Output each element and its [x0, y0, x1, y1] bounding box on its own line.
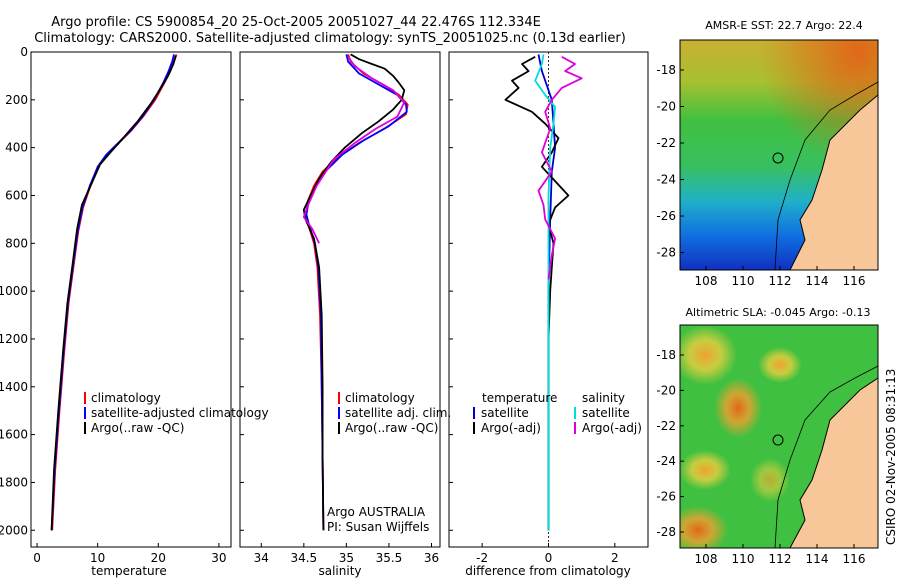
sla-map-xtick-label: 110: [732, 552, 755, 566]
sla-map-ytick-label: -28: [656, 525, 676, 539]
temperature-ytick-label: 1200: [0, 332, 28, 346]
temperature-xlabel: temperature: [91, 564, 166, 578]
sst-map-xtick-label: 110: [732, 274, 755, 288]
difference-legend-temp-argo: Argo(-adj): [481, 421, 541, 435]
temperature-plot: 0 10 20 30 0 200 400 600 800 1000 1200 1400 1600 1800…: [0, 45, 227, 565]
sst-map-axes: 108 110 112 114 116 -18 -20 -22 -24 -26 -28: [656, 63, 865, 288]
salinity-xtick-label: 36: [424, 551, 439, 565]
difference-legend-temp-satellite: satellite: [481, 406, 529, 420]
salinity-plot: 34 34.5 35 35.5 36: [240, 51, 439, 565]
sla-map-xtick-label: 108: [695, 552, 718, 566]
temperature-xtick-label: 20: [151, 551, 166, 565]
temperature-xtick-label: 10: [90, 551, 105, 565]
sst-map-profile-marker: [772, 152, 784, 164]
sst-map-xtick-label: 114: [806, 274, 829, 288]
sst-map-ytick-label: -18: [656, 63, 676, 77]
difference-xtick-label: -2: [476, 551, 488, 565]
difference-plot: -2 0 2: [449, 51, 619, 565]
difference-legend-sal-argo: Argo(-adj): [582, 421, 642, 435]
annotation-pi-name: PI: Susan Wijffels: [327, 520, 429, 534]
temperature-panel-frame: [30, 51, 232, 548]
difference-legend-temperature-header: temperature: [482, 391, 557, 405]
difference-xtick-label: 2: [611, 551, 619, 565]
difference-xlabel: difference from climatology: [465, 564, 631, 578]
sla-map: [680, 325, 878, 548]
sst-map-ytick-label: -26: [656, 209, 676, 223]
temperature-ytick-label: 400: [5, 141, 28, 155]
title-line-2: Climatology: CARS2000. Satellite-adjuste…: [34, 31, 626, 46]
salinity-series-argo-salinity-magenta-trace: [302, 56, 406, 244]
salinity-xtick-label: 34: [254, 551, 269, 565]
temperature-series-argo-raw-qc: [50, 55, 177, 531]
sst-map-xtick-label: 116: [843, 274, 866, 288]
temperature-ytick-label: 0: [20, 45, 28, 59]
sst-map-ytick-label: -28: [656, 246, 676, 260]
sla-map-xtick-label: 114: [806, 552, 829, 566]
sst-map-title: AMSR-E SST: 22.7 Argo: 22.4: [705, 19, 863, 32]
temperature-xtick-label: 0: [33, 551, 41, 565]
temperature-xtick-label: 30: [211, 551, 226, 565]
temperature-ytick-label: 1400: [0, 380, 28, 394]
sla-map-ytick-label: -18: [656, 348, 676, 362]
sla-map-xtick-label: 116: [843, 552, 866, 566]
temperature-ytick-label: 600: [5, 188, 28, 202]
sst-map-ytick-label: -22: [656, 136, 676, 150]
annotation-argo-australia: Argo AUSTRALIA: [327, 505, 426, 519]
sst-map-land: [790, 95, 878, 270]
temperature-ytick-label: 1800: [0, 475, 28, 489]
salinity-xtick-label: 34.5: [290, 551, 317, 565]
salinity-legend-argo: Argo(..raw -QC): [345, 421, 438, 435]
temperature-legend: climatology satellite-adjusted climatolo…: [84, 391, 269, 435]
salinity-panel-frame: [239, 51, 441, 548]
temperature-legend-argo: Argo(..raw -QC): [91, 421, 184, 435]
sla-map-ytick-label: -26: [656, 490, 676, 504]
difference-legend-salinity-header: salinity: [582, 391, 625, 405]
difference-series-salinity-argo-adj: [537, 56, 583, 280]
sla-map-frame: [679, 324, 879, 549]
salinity-legend-satellite: satellite adj. clim.: [345, 406, 451, 420]
salinity-legend-climatology: climatology: [345, 391, 415, 405]
sla-map-axes: 108 110 112 114 116 -18 -20 -22 -24 -26 -28: [656, 348, 865, 566]
difference-legend-sal-satellite: satellite: [582, 406, 630, 420]
difference-xtick-label: 0: [545, 551, 553, 565]
sst-map-xtick-label: 108: [695, 274, 718, 288]
side-timestamp-label: CSIRO 02-Nov-2005 08:31:13: [884, 369, 898, 545]
temperature-ytick-label: 800: [5, 236, 28, 250]
title-line-1: Argo profile: CS 5900854_20 25-Oct-2005 …: [51, 15, 541, 30]
salinity-xlabel: salinity: [318, 564, 361, 578]
sst-map-ytick-label: -20: [656, 100, 676, 114]
temperature-ytick-label: 200: [5, 93, 28, 107]
difference-series-salinity-satellite: [534, 54, 556, 531]
sla-map-profile-marker: [772, 434, 784, 446]
sst-map-ytick-label: -24: [656, 173, 676, 187]
sst-map-xtick-label: 112: [769, 274, 792, 288]
temperature-legend-climatology: climatology: [91, 391, 161, 405]
temperature-ytick-label: 1000: [0, 284, 28, 298]
salinity-series-argo-raw-qc: [302, 53, 406, 531]
temperature-ytick-label: 1600: [0, 428, 28, 442]
sst-map: [680, 40, 878, 270]
sla-map-land: [790, 378, 878, 548]
sla-map-ytick-label: -20: [656, 383, 676, 397]
sla-map-ytick-label: -24: [656, 454, 676, 468]
temperature-series-satellite-adjusted-climatology: [50, 54, 175, 531]
salinity-xtick-label: 35.5: [376, 551, 403, 565]
sla-map-title: Altimetric SLA: -0.045 Argo: -0.13: [686, 306, 871, 319]
temperature-ytick-label: 2000: [0, 523, 28, 537]
temperature-series-climatology: [51, 54, 178, 531]
salinity-xtick-label: 35: [339, 551, 354, 565]
sla-map-xtick-label: 112: [769, 552, 792, 566]
sst-map-frame: [679, 39, 879, 271]
temperature-legend-satellite: satellite-adjusted climatology: [91, 406, 269, 420]
difference-legend: temperature salinity satellite Argo(-adj…: [473, 391, 642, 435]
salinity-series-satellite-adj-clim: [305, 54, 408, 531]
difference-series-temperature-argo-adj: [504, 56, 570, 531]
salinity-legend: climatology satellite adj. clim. Argo(..…: [327, 391, 451, 534]
sla-map-ytick-label: -22: [656, 419, 676, 433]
